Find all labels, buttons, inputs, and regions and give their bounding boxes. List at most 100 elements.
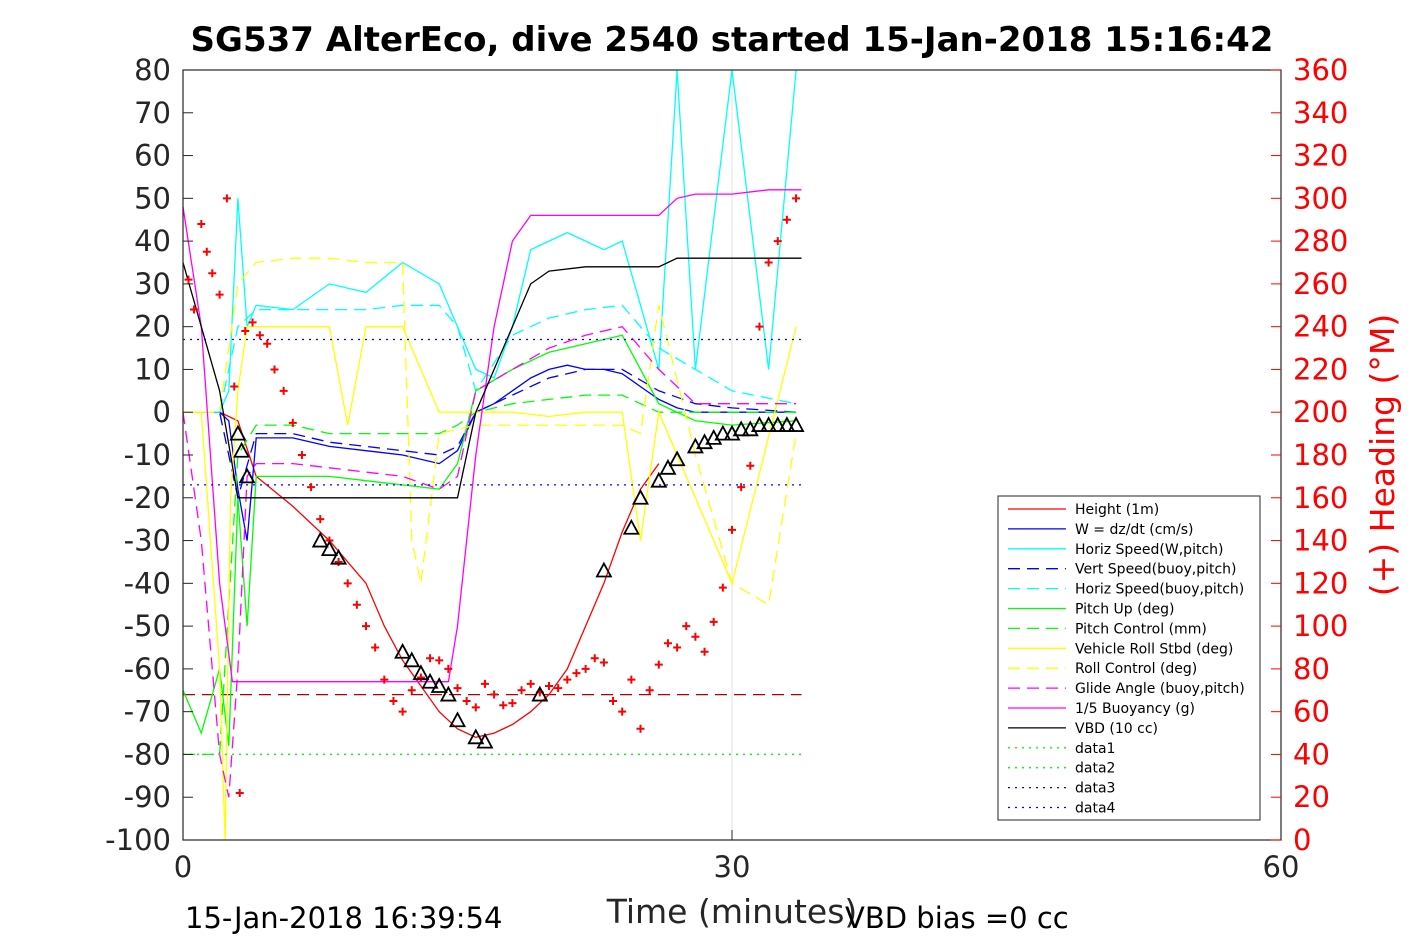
- series-vehicle-roll-stbd-deg: [183, 326, 797, 841]
- left-tick-label: -70: [124, 695, 171, 729]
- heading-point: [673, 643, 682, 652]
- series-vert-speed-buoy-pitch: [183, 368, 797, 498]
- heading-point: [389, 696, 398, 705]
- heading-point: [248, 318, 257, 327]
- triangle-marker: [229, 424, 247, 441]
- heading-point: [416, 673, 425, 682]
- heading-point: [453, 684, 462, 693]
- triangle-marker: [778, 416, 796, 432]
- right-tick-label: 60: [1293, 695, 1330, 729]
- triangle-marker: [769, 416, 787, 432]
- heading-point: [263, 339, 272, 348]
- triangle-marker: [476, 732, 494, 749]
- heading-point: [572, 669, 581, 678]
- heading-point: [792, 194, 801, 203]
- heading-point: [782, 215, 791, 224]
- triangle-marker: [531, 685, 549, 702]
- right-tick-label: 340: [1293, 96, 1348, 130]
- triangle-marker: [787, 416, 805, 432]
- right-tick-label: 160: [1293, 481, 1348, 515]
- triangle-marker: [421, 672, 439, 689]
- left-tick-label: -60: [124, 652, 171, 686]
- right-tick-label: 120: [1293, 566, 1348, 600]
- heading-point: [700, 647, 709, 656]
- heading-point: [230, 382, 239, 391]
- heading-point: [444, 664, 453, 673]
- triangle-marker: [320, 540, 338, 557]
- marker-layer: [184, 194, 805, 797]
- heading-point: [581, 664, 590, 673]
- heading-point: [627, 675, 636, 684]
- series-height-1m: [183, 411, 660, 738]
- triangle-marker: [448, 711, 467, 728]
- heading-point: [691, 632, 700, 641]
- heading-point: [764, 258, 773, 267]
- series-vbd-10-cc: [182, 257, 802, 499]
- right-tick-label: 320: [1293, 139, 1348, 173]
- heading-point: [682, 622, 691, 631]
- right-tick-label: 140: [1293, 524, 1348, 558]
- left-tick-label: -100: [105, 823, 171, 857]
- series-layer: [182, 69, 802, 841]
- heading-point: [398, 707, 407, 716]
- heading-point: [609, 696, 618, 705]
- left-tick-label: -80: [124, 737, 171, 771]
- triangle-marker: [595, 561, 613, 578]
- legend-label: data3: [1075, 781, 1115, 797]
- triangle-marker: [394, 642, 412, 659]
- triangle-marker: [238, 467, 256, 484]
- legend: Height (1m) W = dz/dt (cm/s) Horiz Speed(W…: [997, 495, 1261, 821]
- heading-point: [508, 699, 517, 708]
- x-tick-label: 60: [1263, 850, 1300, 884]
- left-tick-label: -50: [124, 609, 171, 643]
- triangle-marker: [659, 458, 677, 475]
- legend-label: Glide Angle (buoy,pitch): [1075, 681, 1245, 697]
- left-tick-label: -30: [124, 524, 171, 558]
- legend-label: Horiz Speed(buoy,pitch): [1075, 582, 1244, 598]
- heading-point: [288, 418, 297, 427]
- legend-label: data2: [1075, 761, 1115, 777]
- heading-point: [189, 305, 198, 314]
- heading-point: [352, 600, 361, 609]
- heading-point: [645, 686, 654, 695]
- footer-timestamp: 15-Jan-2018 16:39:54: [185, 901, 502, 935]
- heading-point: [545, 682, 553, 690]
- left-tick-label: -10: [124, 438, 171, 472]
- heading-point: [297, 451, 306, 459]
- heading-point: [654, 660, 663, 669]
- heading-point: [462, 696, 471, 705]
- heading-point: [316, 515, 325, 524]
- heading-point: [362, 622, 370, 631]
- left-tick-label: 10: [134, 352, 171, 386]
- left-tick-label: 70: [134, 96, 171, 130]
- heading-point: [197, 220, 206, 228]
- heading-point: [480, 679, 489, 688]
- heading-point: [435, 656, 444, 665]
- heading-point: [371, 643, 380, 652]
- heading-point: [526, 679, 535, 688]
- x-tick-label: 30: [714, 850, 751, 884]
- triangle-marker: [732, 420, 750, 437]
- legend-label: Pitch Up (deg): [1075, 602, 1174, 618]
- right-tick-label: 240: [1293, 310, 1348, 344]
- right-tick-label: 100: [1293, 609, 1348, 643]
- heading-point: [426, 654, 435, 663]
- legend-label: W = dz/dt (cm/s): [1075, 522, 1194, 538]
- heading-point: [270, 365, 279, 374]
- series-1-5-buoyancy-g: [182, 189, 802, 683]
- right-tick-label: 280: [1293, 224, 1348, 258]
- legend-label: Roll Control (deg): [1075, 661, 1197, 677]
- right-axis-ticks: 3603403203002802602402202001801601401201…: [1271, 53, 1348, 857]
- right-tick-label: 220: [1293, 352, 1348, 386]
- triangle-marker: [439, 685, 457, 702]
- legend-label: data1: [1075, 741, 1115, 757]
- left-tick-label: 40: [134, 224, 171, 258]
- triangle-marker: [330, 548, 348, 565]
- series-pitch-up-deg: [182, 334, 797, 746]
- right-tick-label: 300: [1293, 181, 1348, 215]
- heading-point: [728, 525, 736, 534]
- right-tick-label: 40: [1293, 737, 1330, 771]
- right-tick-label: 20: [1293, 780, 1330, 814]
- heading-point: [746, 461, 755, 470]
